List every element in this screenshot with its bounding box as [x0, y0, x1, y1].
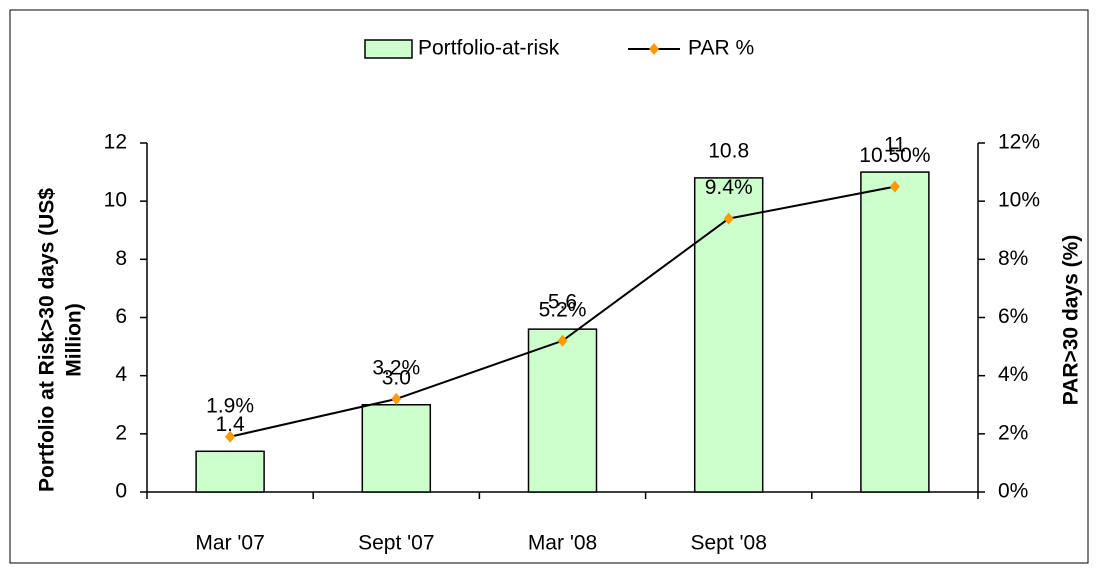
bar-value-label: 11 — [884, 134, 906, 157]
y2-tick-label: 2% — [998, 421, 1028, 444]
y-axis-label: Million) — [63, 303, 86, 376]
y-tick-label: 12 — [104, 131, 127, 154]
y2-axis-label: PAR>30 days (%) — [1060, 235, 1083, 406]
legend-marker — [649, 43, 659, 55]
legend-swatch — [364, 39, 413, 59]
bar-value-label: 10.8 — [708, 139, 749, 162]
line-marker — [391, 392, 402, 405]
bar — [195, 450, 265, 493]
y-tick-label: 10 — [104, 189, 127, 212]
x-tick-label: Sept '08 — [690, 532, 766, 555]
line-marker — [889, 180, 900, 193]
legend-label: PAR % — [688, 37, 754, 60]
y2-tick-label: 4% — [998, 363, 1028, 386]
bar — [860, 171, 930, 493]
line-value-label: 10.50% — [859, 144, 930, 167]
y2-tick-label: 0% — [998, 480, 1028, 503]
y-tick-label: 6 — [115, 305, 127, 328]
y-tick-label: 0 — [115, 480, 127, 503]
bar-value-label: 5.6 — [548, 291, 577, 314]
line-value-label: 1.9% — [206, 394, 254, 417]
line-value-label: 5.2% — [539, 298, 587, 321]
y2-tick-label: 6% — [998, 305, 1028, 328]
line-marker — [557, 334, 568, 347]
bar-value-label: 1.4 — [215, 413, 245, 436]
legend-label: Portfolio-at-risk — [418, 37, 560, 60]
y-axis-label: Portfolio at Risk>30 days (US$ — [36, 188, 59, 492]
bar-value-label: 3.0 — [382, 366, 411, 389]
y2-tick-label: 10% — [998, 189, 1040, 212]
y2-tick-label: 8% — [998, 247, 1028, 270]
bar — [361, 404, 432, 493]
line-marker — [225, 430, 236, 443]
line-marker — [723, 212, 734, 225]
bar — [693, 177, 764, 493]
y-tick-label: 4 — [115, 363, 127, 386]
y-tick-label: 8 — [115, 247, 127, 270]
bar — [527, 328, 598, 493]
x-tick-label: Sept '07 — [358, 532, 434, 555]
x-tick-label: Mar '08 — [528, 532, 597, 555]
y-tick-label: 2 — [115, 421, 127, 444]
line-value-label: 3.2% — [372, 356, 420, 379]
x-tick-label: Mar '07 — [195, 532, 264, 555]
line-value-label: 9.4% — [705, 176, 753, 199]
y2-tick-label: 12% — [998, 131, 1040, 154]
